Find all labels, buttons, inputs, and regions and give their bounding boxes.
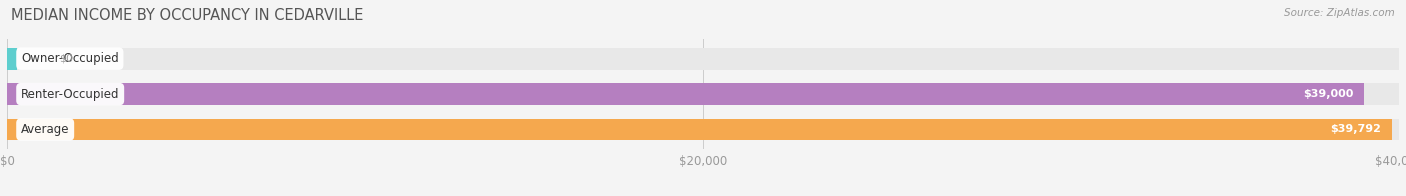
Bar: [7, 83, 1399, 105]
Bar: [7, 48, 17, 70]
Text: MEDIAN INCOME BY OCCUPANCY IN CEDARVILLE: MEDIAN INCOME BY OCCUPANCY IN CEDARVILLE: [11, 8, 364, 23]
Text: Source: ZipAtlas.com: Source: ZipAtlas.com: [1284, 8, 1395, 18]
Text: $39,792: $39,792: [1330, 124, 1381, 134]
Text: $39,000: $39,000: [1303, 89, 1354, 99]
Bar: [7, 119, 1399, 141]
Text: $0: $0: [59, 54, 73, 64]
Bar: [7, 119, 1392, 141]
Text: Average: Average: [21, 123, 69, 136]
Text: Renter-Occupied: Renter-Occupied: [21, 88, 120, 101]
Bar: [7, 48, 1399, 70]
Text: Owner-Occupied: Owner-Occupied: [21, 52, 118, 65]
Bar: [7, 83, 1364, 105]
